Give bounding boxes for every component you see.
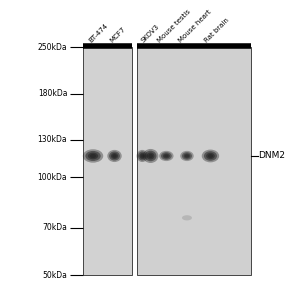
Ellipse shape [85,151,101,161]
Text: BT-474: BT-474 [88,23,110,44]
Ellipse shape [163,153,170,158]
Text: DNM2: DNM2 [258,152,286,160]
Bar [137,47,251,275]
Text: 250kDa: 250kDa [38,43,67,52]
Ellipse shape [204,151,217,161]
Ellipse shape [206,153,215,159]
Ellipse shape [208,154,213,158]
Text: 50kDa: 50kDa [42,271,67,280]
Ellipse shape [182,152,192,160]
Ellipse shape [137,150,148,162]
Ellipse shape [202,150,219,162]
Ellipse shape [164,154,168,158]
Ellipse shape [83,149,103,163]
Ellipse shape [141,154,144,158]
Text: 130kDa: 130kDa [38,135,67,144]
Ellipse shape [109,152,120,160]
Ellipse shape [111,153,118,159]
Ellipse shape [182,215,192,220]
Ellipse shape [159,151,173,161]
Ellipse shape [138,152,146,160]
Text: SKOV3: SKOV3 [140,24,161,44]
Bar [83,47,132,275]
Ellipse shape [147,152,154,160]
Ellipse shape [139,153,145,159]
Ellipse shape [184,153,190,158]
Text: MCF7: MCF7 [109,26,127,44]
Text: 100kDa: 100kDa [38,172,67,182]
Ellipse shape [112,154,117,158]
Ellipse shape [148,154,153,158]
Text: Mouse testis: Mouse testis [157,9,192,44]
Text: 70kDa: 70kDa [42,223,67,232]
Ellipse shape [143,149,159,163]
Text: Rat brain: Rat brain [203,17,230,44]
Ellipse shape [88,153,98,159]
Ellipse shape [90,154,96,158]
Text: 180kDa: 180kDa [38,89,67,98]
Text: Mouse heart: Mouse heart [177,9,212,44]
Ellipse shape [107,150,122,162]
Ellipse shape [161,152,172,160]
Ellipse shape [145,151,156,161]
Ellipse shape [180,151,194,161]
Ellipse shape [185,154,189,158]
